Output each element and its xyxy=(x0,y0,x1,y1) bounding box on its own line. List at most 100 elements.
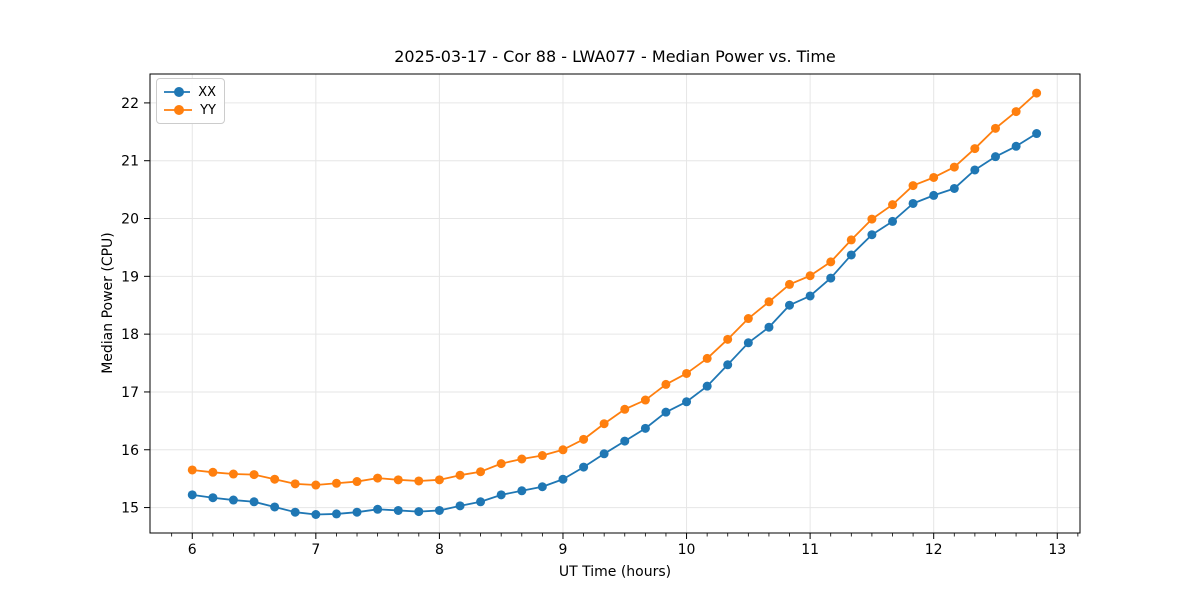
series-yy-marker xyxy=(579,434,589,444)
series-yy-marker xyxy=(537,451,547,461)
series-yy-marker xyxy=(599,419,609,429)
series-xx-marker xyxy=(826,273,836,283)
series-yy-marker xyxy=(888,200,898,210)
series-xx-marker xyxy=(228,495,238,505)
series-yy-marker xyxy=(990,123,1000,133)
series-xx-line xyxy=(191,132,1038,516)
series-yy-marker xyxy=(867,214,877,224)
x-axis-label: UT Time (hours) xyxy=(558,564,672,580)
series-xx-marker xyxy=(867,230,877,240)
series-yy-marker xyxy=(1011,107,1021,117)
series-xx-marker xyxy=(805,291,815,301)
legend-swatch-icon xyxy=(164,87,191,97)
legend-label: XX xyxy=(198,84,216,100)
series-xx-marker xyxy=(640,423,650,433)
series-xx-marker xyxy=(579,462,589,472)
legend-item-xx: XX xyxy=(163,83,216,101)
x-tick-label: 11 xyxy=(801,542,819,558)
series-yy-line xyxy=(191,92,1038,486)
chart-title: 2025-03-17 - Cor 88 - LWA077 - Median Po… xyxy=(394,47,836,66)
x-tick-label: 9 xyxy=(559,542,568,558)
series-xx-marker xyxy=(352,507,362,517)
legend-swatch-icon xyxy=(164,105,193,115)
series-yy-marker xyxy=(908,181,918,191)
series-yy-marker xyxy=(517,454,527,464)
series-xx-marker xyxy=(908,198,918,208)
series-xx-marker xyxy=(599,449,609,459)
y-tick-label: 18 xyxy=(121,327,139,343)
series-yy-marker xyxy=(208,467,218,477)
series-yy-marker xyxy=(455,470,465,480)
y-tick-label: 22 xyxy=(121,96,139,112)
series-xx-marker xyxy=(702,381,712,391)
series-yy-marker xyxy=(434,475,444,485)
series-xx-marker xyxy=(208,493,218,503)
series-yy-marker xyxy=(290,479,300,489)
series-yy-marker xyxy=(414,476,424,486)
series-xx-marker xyxy=(846,250,856,260)
series-yy-marker xyxy=(929,172,939,182)
series-yy-marker xyxy=(496,459,506,469)
series-yy-marker xyxy=(187,465,197,475)
series-xx-marker xyxy=(537,482,547,492)
series-xx-marker xyxy=(414,507,424,517)
y-tick-label: 17 xyxy=(121,385,139,401)
series-xx-marker xyxy=(249,497,259,507)
series-yy-marker xyxy=(331,478,341,488)
series-xx-marker xyxy=(949,183,959,193)
series-yy-marker xyxy=(311,480,321,490)
series-xx-marker xyxy=(1011,141,1021,151)
series-yy-marker xyxy=(764,297,774,307)
x-tick-label: 8 xyxy=(435,542,444,558)
series-xx-marker xyxy=(661,407,671,417)
y-tick-label: 19 xyxy=(121,269,139,285)
series-xx-marker xyxy=(187,490,197,500)
x-tick-label: 10 xyxy=(678,542,696,558)
series-xx-marker xyxy=(331,509,341,519)
series-yy-marker xyxy=(826,257,836,267)
x-tick-label: 12 xyxy=(925,542,943,558)
series-xx-marker xyxy=(620,436,630,446)
series-xx-marker xyxy=(373,504,383,514)
series-yy-marker xyxy=(949,162,959,172)
legend: XX YY xyxy=(156,78,225,124)
series-yy-marker xyxy=(784,279,794,289)
series-yy-marker xyxy=(743,314,753,324)
series-yy-marker xyxy=(228,469,238,479)
series-xx-marker xyxy=(311,510,321,520)
series-xx-marker xyxy=(990,152,1000,162)
series-yy-marker xyxy=(1032,88,1042,98)
series-yy-marker xyxy=(805,271,815,281)
series-xx-marker xyxy=(764,322,774,332)
series-yy-marker xyxy=(476,467,486,477)
axes-frame xyxy=(149,73,1081,534)
series-xx-marker xyxy=(743,338,753,348)
series-yy-marker xyxy=(620,404,630,414)
series-yy-marker xyxy=(352,477,362,487)
y-tick-label: 21 xyxy=(121,154,139,170)
x-tick-label: 6 xyxy=(188,542,197,558)
series-yy-marker xyxy=(723,334,733,344)
series-xx-marker xyxy=(784,300,794,310)
series-xx-marker xyxy=(723,360,733,370)
series-xx-marker xyxy=(476,497,486,507)
series-xx-marker xyxy=(888,216,898,226)
series-xx-marker xyxy=(290,507,300,517)
series-xx-marker xyxy=(970,165,980,175)
series-yy-marker xyxy=(249,470,259,480)
series-xx-marker xyxy=(929,190,939,200)
series-yy-marker xyxy=(846,235,856,245)
series-yy-marker xyxy=(373,473,383,483)
x-tick-label: 7 xyxy=(311,542,320,558)
series-xx-marker xyxy=(270,502,280,512)
legend-item-yy: YY xyxy=(163,101,216,119)
series-xx-marker xyxy=(393,505,403,515)
series-yy-marker xyxy=(558,445,568,455)
y-tick-label: 16 xyxy=(121,443,139,459)
series-yy-marker xyxy=(970,144,980,154)
series-xx-marker xyxy=(517,486,527,496)
x-tick-label: 13 xyxy=(1048,542,1066,558)
series-xx-marker xyxy=(1032,129,1042,139)
y-axis-label: Median Power (CPU) xyxy=(100,232,116,374)
